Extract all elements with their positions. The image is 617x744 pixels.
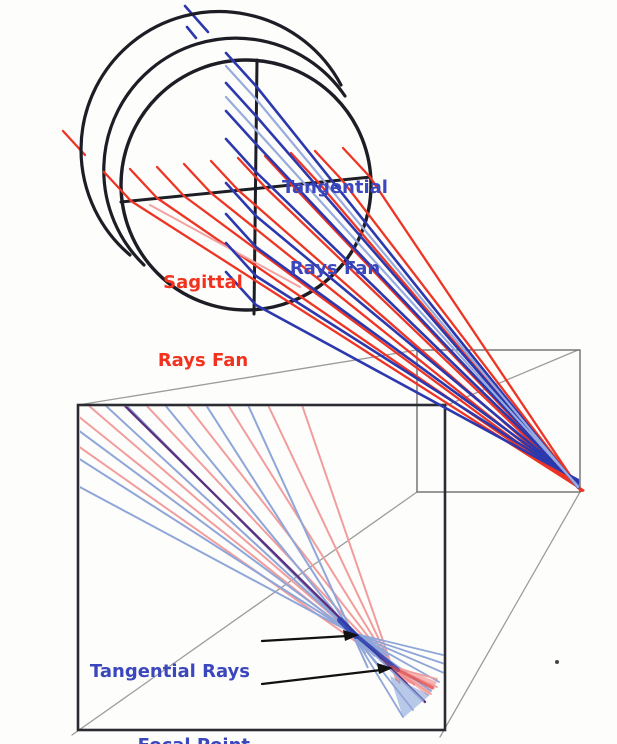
tangential-fan-label-line1: Tangential — [282, 177, 388, 198]
inset-content — [80, 406, 444, 718]
tangential-focus-knot — [350, 630, 400, 672]
tangential-fan-label-line2: Rays Fan — [289, 258, 381, 279]
tangential-ray-light — [254, 97, 579, 489]
tangential-ray — [254, 84, 580, 489]
tangential-ray-stub — [224, 270, 258, 307]
sagittal-ray-stub — [209, 159, 240, 192]
inset-postfocus-blue-ray — [351, 632, 444, 656]
inset-tangential-ray — [80, 430, 384, 657]
tangential-ray-light — [254, 128, 579, 488]
sagittal-fan-label-line2: Rays Fan — [157, 350, 249, 371]
focal-point-labels: Tangential Rays Focal Point Sagittal Ray… — [38, 610, 250, 744]
focal-point-arrow — [260, 634, 349, 643]
sagittal-fan-label: Sagittal Rays Fan — [123, 218, 283, 426]
tangential-ray — [254, 303, 580, 482]
lens-aperture-circle — [119, 58, 373, 312]
sagittal-fan-label-line1: Sagittal — [163, 272, 243, 293]
focal-point-arrowhead — [377, 663, 393, 674]
callout-connector-line — [444, 349, 579, 407]
tangential-ray-light-stub — [224, 95, 258, 132]
tangential-ray — [254, 274, 580, 483]
inset-postfocus-blue-ray — [351, 632, 404, 718]
inset-sagittal-ray — [301, 406, 398, 682]
sagittal-ray — [368, 175, 582, 492]
zoom-inset-box — [76, 403, 447, 732]
tangential-ray-stub — [224, 51, 258, 88]
inset-sagittal-ray — [227, 406, 402, 682]
tangential-ray — [254, 214, 580, 485]
tangential-ray — [254, 245, 580, 484]
tangential-ray-stub — [224, 109, 258, 146]
lens-horizontal-axis — [119, 175, 373, 204]
tangential-ray — [254, 142, 580, 487]
focal-point-arrowhead — [343, 630, 359, 641]
incoming-tangential-ray-segment — [183, 4, 210, 34]
inset-tangential-ray — [80, 485, 386, 652]
zoom-source-box — [416, 349, 581, 493]
tangential-focus-label-line1: Tangential Rays — [89, 660, 250, 682]
sagittal-ray-stub — [263, 154, 294, 187]
sagittal-ray-stub — [155, 165, 186, 198]
inset-tangential-ray — [205, 406, 367, 655]
inset-postfocus-blue-ray — [351, 632, 444, 674]
callout-connector-line — [77, 349, 418, 406]
sagittal-ray-stub — [102, 170, 133, 203]
sagittal-focus-streak — [390, 665, 435, 690]
focal-point-arrow — [260, 668, 383, 686]
sagittal-ray-stub — [128, 167, 159, 200]
sagittal-ray-stub — [313, 149, 344, 182]
inset-tangential-ray — [80, 458, 389, 657]
sagittal-ray — [263, 185, 583, 492]
sagittal-ray — [340, 178, 582, 492]
lens-rim-arc — [102, 36, 347, 267]
inset-postfocus-blue-ray — [351, 632, 444, 665]
incoming-tangential-ray-segment — [185, 25, 198, 40]
sagittal-ray-stub — [341, 146, 372, 179]
tangential-ray — [254, 170, 580, 486]
callout-connector-line — [71, 491, 418, 736]
inset-sagittal-ray — [267, 406, 401, 684]
tangential-ray-stub — [224, 181, 258, 218]
tangential-ray-stub — [224, 241, 258, 278]
sagittal-ray-stub — [289, 151, 320, 184]
callout-connector-line — [439, 491, 581, 738]
tangential-focus-label-line2: Focal Point — [38, 734, 250, 744]
sagittal-ray-stub — [236, 156, 267, 189]
inset-postfocus-blue-ray — [351, 632, 440, 683]
sagittal-ray-stub — [182, 162, 213, 195]
tangential-ray-stub — [224, 81, 258, 118]
lens-rim-arc — [79, 10, 343, 257]
tangential-caustic-wedge — [390, 676, 430, 718]
tangential-ray-stub — [224, 137, 258, 174]
tangential-fan-label: Tangential Rays Fan — [253, 120, 417, 336]
lens-vertical-axis — [252, 58, 259, 316]
tangential-ray-stub — [224, 212, 258, 249]
tangential-ray — [254, 114, 580, 488]
stray-dot — [555, 660, 559, 664]
sagittal-ray-light — [149, 204, 301, 288]
tangential-ray-light-stub — [224, 64, 258, 101]
